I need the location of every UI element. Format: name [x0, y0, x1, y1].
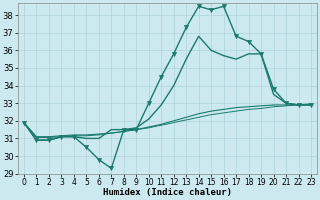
X-axis label: Humidex (Indice chaleur): Humidex (Indice chaleur): [103, 188, 232, 197]
